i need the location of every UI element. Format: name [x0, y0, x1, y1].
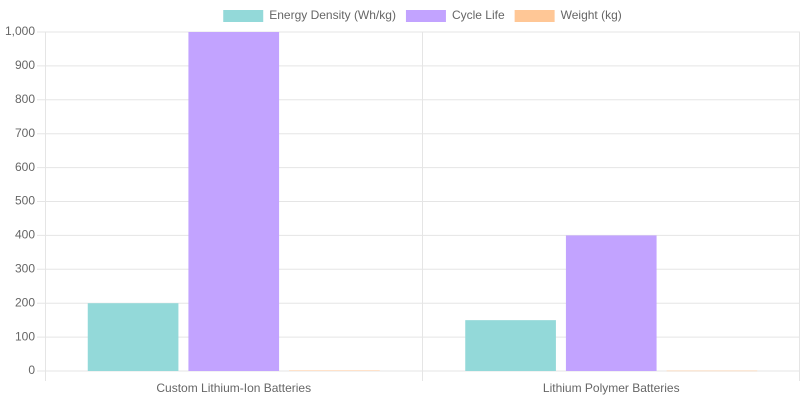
legend-item[interactable]: Cycle Life: [405, 8, 505, 22]
x-tick-label: Lithium Polymer Batteries: [543, 381, 680, 395]
bar: [565, 235, 657, 371]
y-tick-label: 1,000: [5, 24, 35, 38]
y-tick-label: 900: [15, 58, 35, 72]
y-tick-label: 0: [28, 363, 35, 377]
bar: [87, 303, 179, 371]
y-tick-label: 500: [15, 194, 35, 208]
x-tick-label: Custom Lithium-Ion Batteries: [156, 381, 311, 395]
y-tick-label: 400: [15, 228, 35, 242]
bar: [666, 370, 758, 372]
legend-swatch: [514, 10, 555, 22]
y-tick-label: 800: [15, 92, 35, 106]
y-tick-label: 700: [15, 126, 35, 140]
legend-label: Weight (kg): [561, 8, 622, 22]
bar: [188, 32, 280, 371]
legend-swatch: [223, 10, 264, 22]
bar: [465, 320, 556, 371]
legend-label: Cycle Life: [452, 8, 505, 22]
y-tick-label: 200: [15, 295, 35, 309]
legend-item[interactable]: Energy Density (Wh/kg): [223, 8, 396, 22]
y-tick-label: 600: [15, 160, 35, 174]
y-tick-label: 100: [15, 329, 35, 343]
bar: [289, 370, 380, 371]
legend-item[interactable]: Weight (kg): [514, 8, 622, 22]
legend-swatch: [405, 10, 446, 22]
legend-label: Energy Density (Wh/kg): [269, 8, 396, 22]
y-tick-label: 300: [15, 261, 35, 275]
